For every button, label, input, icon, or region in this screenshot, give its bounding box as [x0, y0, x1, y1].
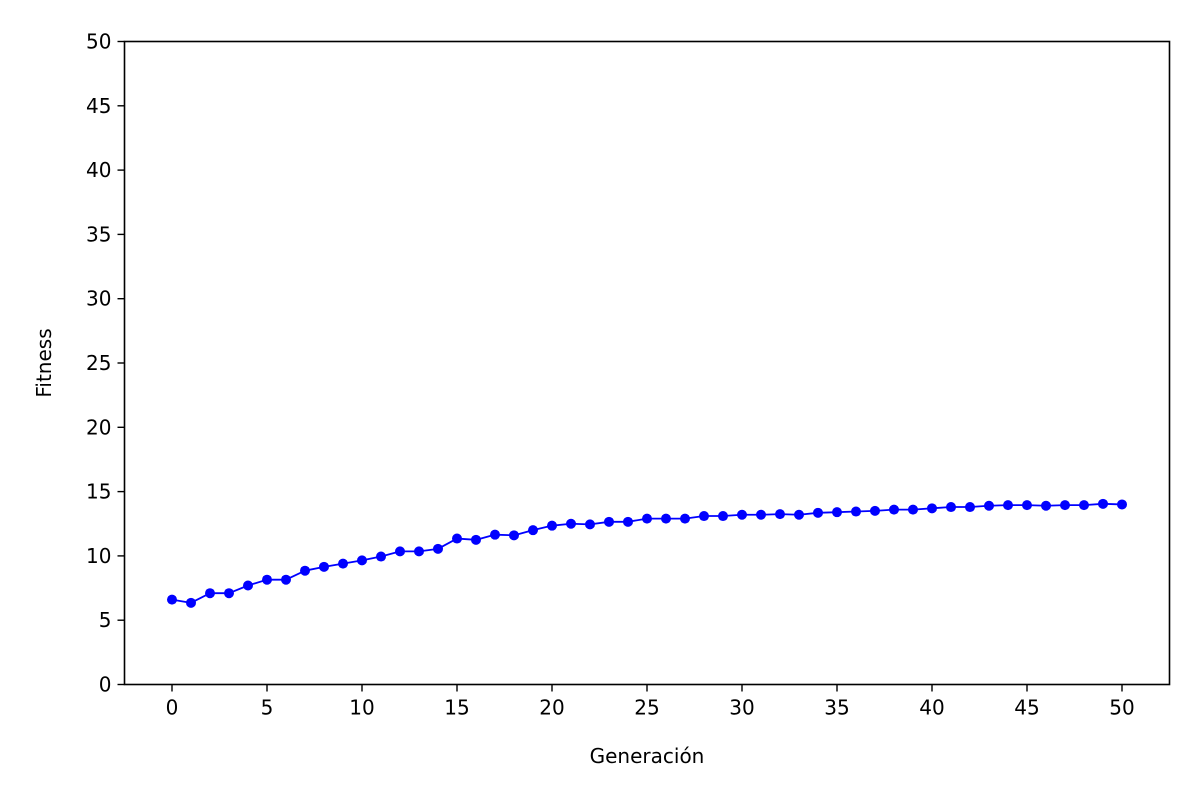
data-point — [395, 546, 405, 557]
data-point — [908, 504, 918, 515]
data-point — [433, 543, 443, 554]
data-point — [737, 509, 747, 520]
data-point — [262, 574, 272, 585]
x-tick-label: 20 — [539, 696, 564, 720]
data-point — [376, 551, 386, 562]
y-tick-label: 5 — [99, 608, 112, 632]
data-point — [243, 580, 253, 591]
x-axis: 0 5 10 15 20 25 30 35 40 45 50 — [166, 684, 1135, 720]
plot-area — [167, 498, 1127, 608]
y-tick-label: 20 — [86, 415, 111, 439]
y-axis: 0 5 10 15 20 25 30 35 40 45 50 — [86, 30, 125, 697]
x-tick-label: 30 — [729, 696, 754, 720]
data-point — [1098, 498, 1108, 509]
data-point — [623, 516, 633, 527]
x-tick-label: 0 — [166, 696, 179, 720]
data-point — [756, 509, 766, 520]
data-point — [471, 534, 481, 545]
data-point — [585, 519, 595, 530]
data-point — [528, 525, 538, 536]
data-point — [300, 565, 310, 576]
x-tick-label: 15 — [444, 696, 469, 720]
data-point — [699, 511, 709, 522]
data-point — [281, 574, 291, 585]
data-point — [794, 509, 804, 520]
data-point — [642, 513, 652, 524]
data-point — [1022, 500, 1032, 511]
data-point — [604, 516, 614, 527]
data-point — [870, 505, 880, 516]
data-point — [680, 513, 690, 524]
data-point — [1003, 500, 1013, 511]
x-tick-label: 25 — [634, 696, 659, 720]
y-tick-label: 50 — [86, 30, 111, 54]
y-tick-label: 35 — [86, 222, 111, 246]
y-tick-label: 30 — [86, 287, 111, 311]
data-point — [718, 511, 728, 522]
data-point — [224, 588, 234, 599]
x-tick-label: 5 — [261, 696, 274, 720]
data-point — [1117, 499, 1127, 510]
data-point — [452, 533, 462, 544]
data-point — [338, 558, 348, 569]
x-tick-label: 35 — [824, 696, 849, 720]
data-point — [984, 500, 994, 511]
x-tick-label: 45 — [1014, 696, 1039, 720]
data-point — [205, 588, 215, 599]
y-tick-label: 0 — [99, 673, 112, 697]
y-tick-label: 15 — [86, 480, 111, 504]
data-point — [661, 513, 671, 524]
data-point — [1060, 500, 1070, 511]
data-point — [946, 502, 956, 513]
x-tick-label: 10 — [349, 696, 374, 720]
data-point — [490, 529, 500, 540]
data-point — [357, 555, 367, 566]
data-point — [851, 506, 861, 517]
x-tick-label: 40 — [919, 696, 944, 720]
data-point — [319, 561, 329, 572]
y-tick-label: 40 — [86, 158, 111, 182]
data-point — [566, 518, 576, 529]
x-axis-label: Generación — [590, 744, 705, 768]
data-point — [414, 546, 424, 557]
axes-frame — [123, 40, 1171, 686]
y-axis-label: Fitness — [32, 328, 56, 397]
data-point — [509, 530, 519, 541]
data-point — [775, 509, 785, 520]
data-point — [927, 503, 937, 514]
data-point — [547, 520, 557, 531]
data-point — [1079, 500, 1089, 511]
y-tick-label: 25 — [86, 351, 111, 375]
data-point — [813, 507, 823, 518]
data-point — [167, 594, 177, 605]
data-point — [186, 597, 196, 608]
data-point — [832, 507, 842, 518]
y-tick-label: 45 — [86, 94, 111, 118]
x-tick-label: 50 — [1109, 696, 1134, 720]
data-point — [889, 504, 899, 515]
data-point — [1041, 500, 1051, 511]
data-point — [965, 502, 975, 513]
y-tick-label: 10 — [86, 544, 111, 568]
